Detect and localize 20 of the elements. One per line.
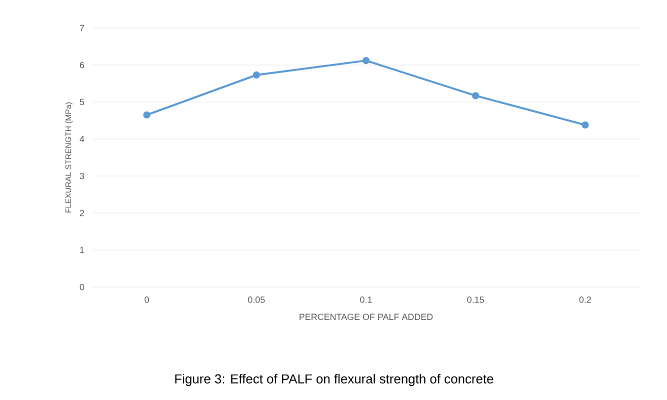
point bbox=[143, 111, 150, 119]
caption: Figure 3: Effect of PALF on flexural strength of concrete bbox=[175, 374, 494, 386]
point bbox=[252, 71, 260, 79]
y-tick-label: 1 bbox=[80, 246, 84, 254]
y-tick-label: 0 bbox=[80, 284, 84, 290]
x-axis-title: PERCENTAGE OF PALF ADDED bbox=[300, 314, 433, 320]
x-tick-label: 0.05 bbox=[248, 296, 265, 303]
y-tick-label: 2 bbox=[80, 210, 84, 216]
y-tick-label: 6 bbox=[80, 62, 84, 68]
x-tick-label: 0.1 bbox=[360, 296, 372, 303]
y-tick-label: 5 bbox=[80, 98, 84, 106]
x-tick-label: 0.15 bbox=[467, 296, 484, 303]
point bbox=[472, 92, 480, 100]
y-tick-label: 7 bbox=[80, 24, 84, 32]
point bbox=[582, 121, 589, 129]
point bbox=[362, 56, 370, 64]
y-tick-label: 4 bbox=[80, 136, 84, 142]
y-tick-label: 3 bbox=[80, 172, 84, 180]
x-tick-label: 0 bbox=[144, 296, 149, 303]
x-tick-label: 0.2 bbox=[579, 296, 591, 303]
